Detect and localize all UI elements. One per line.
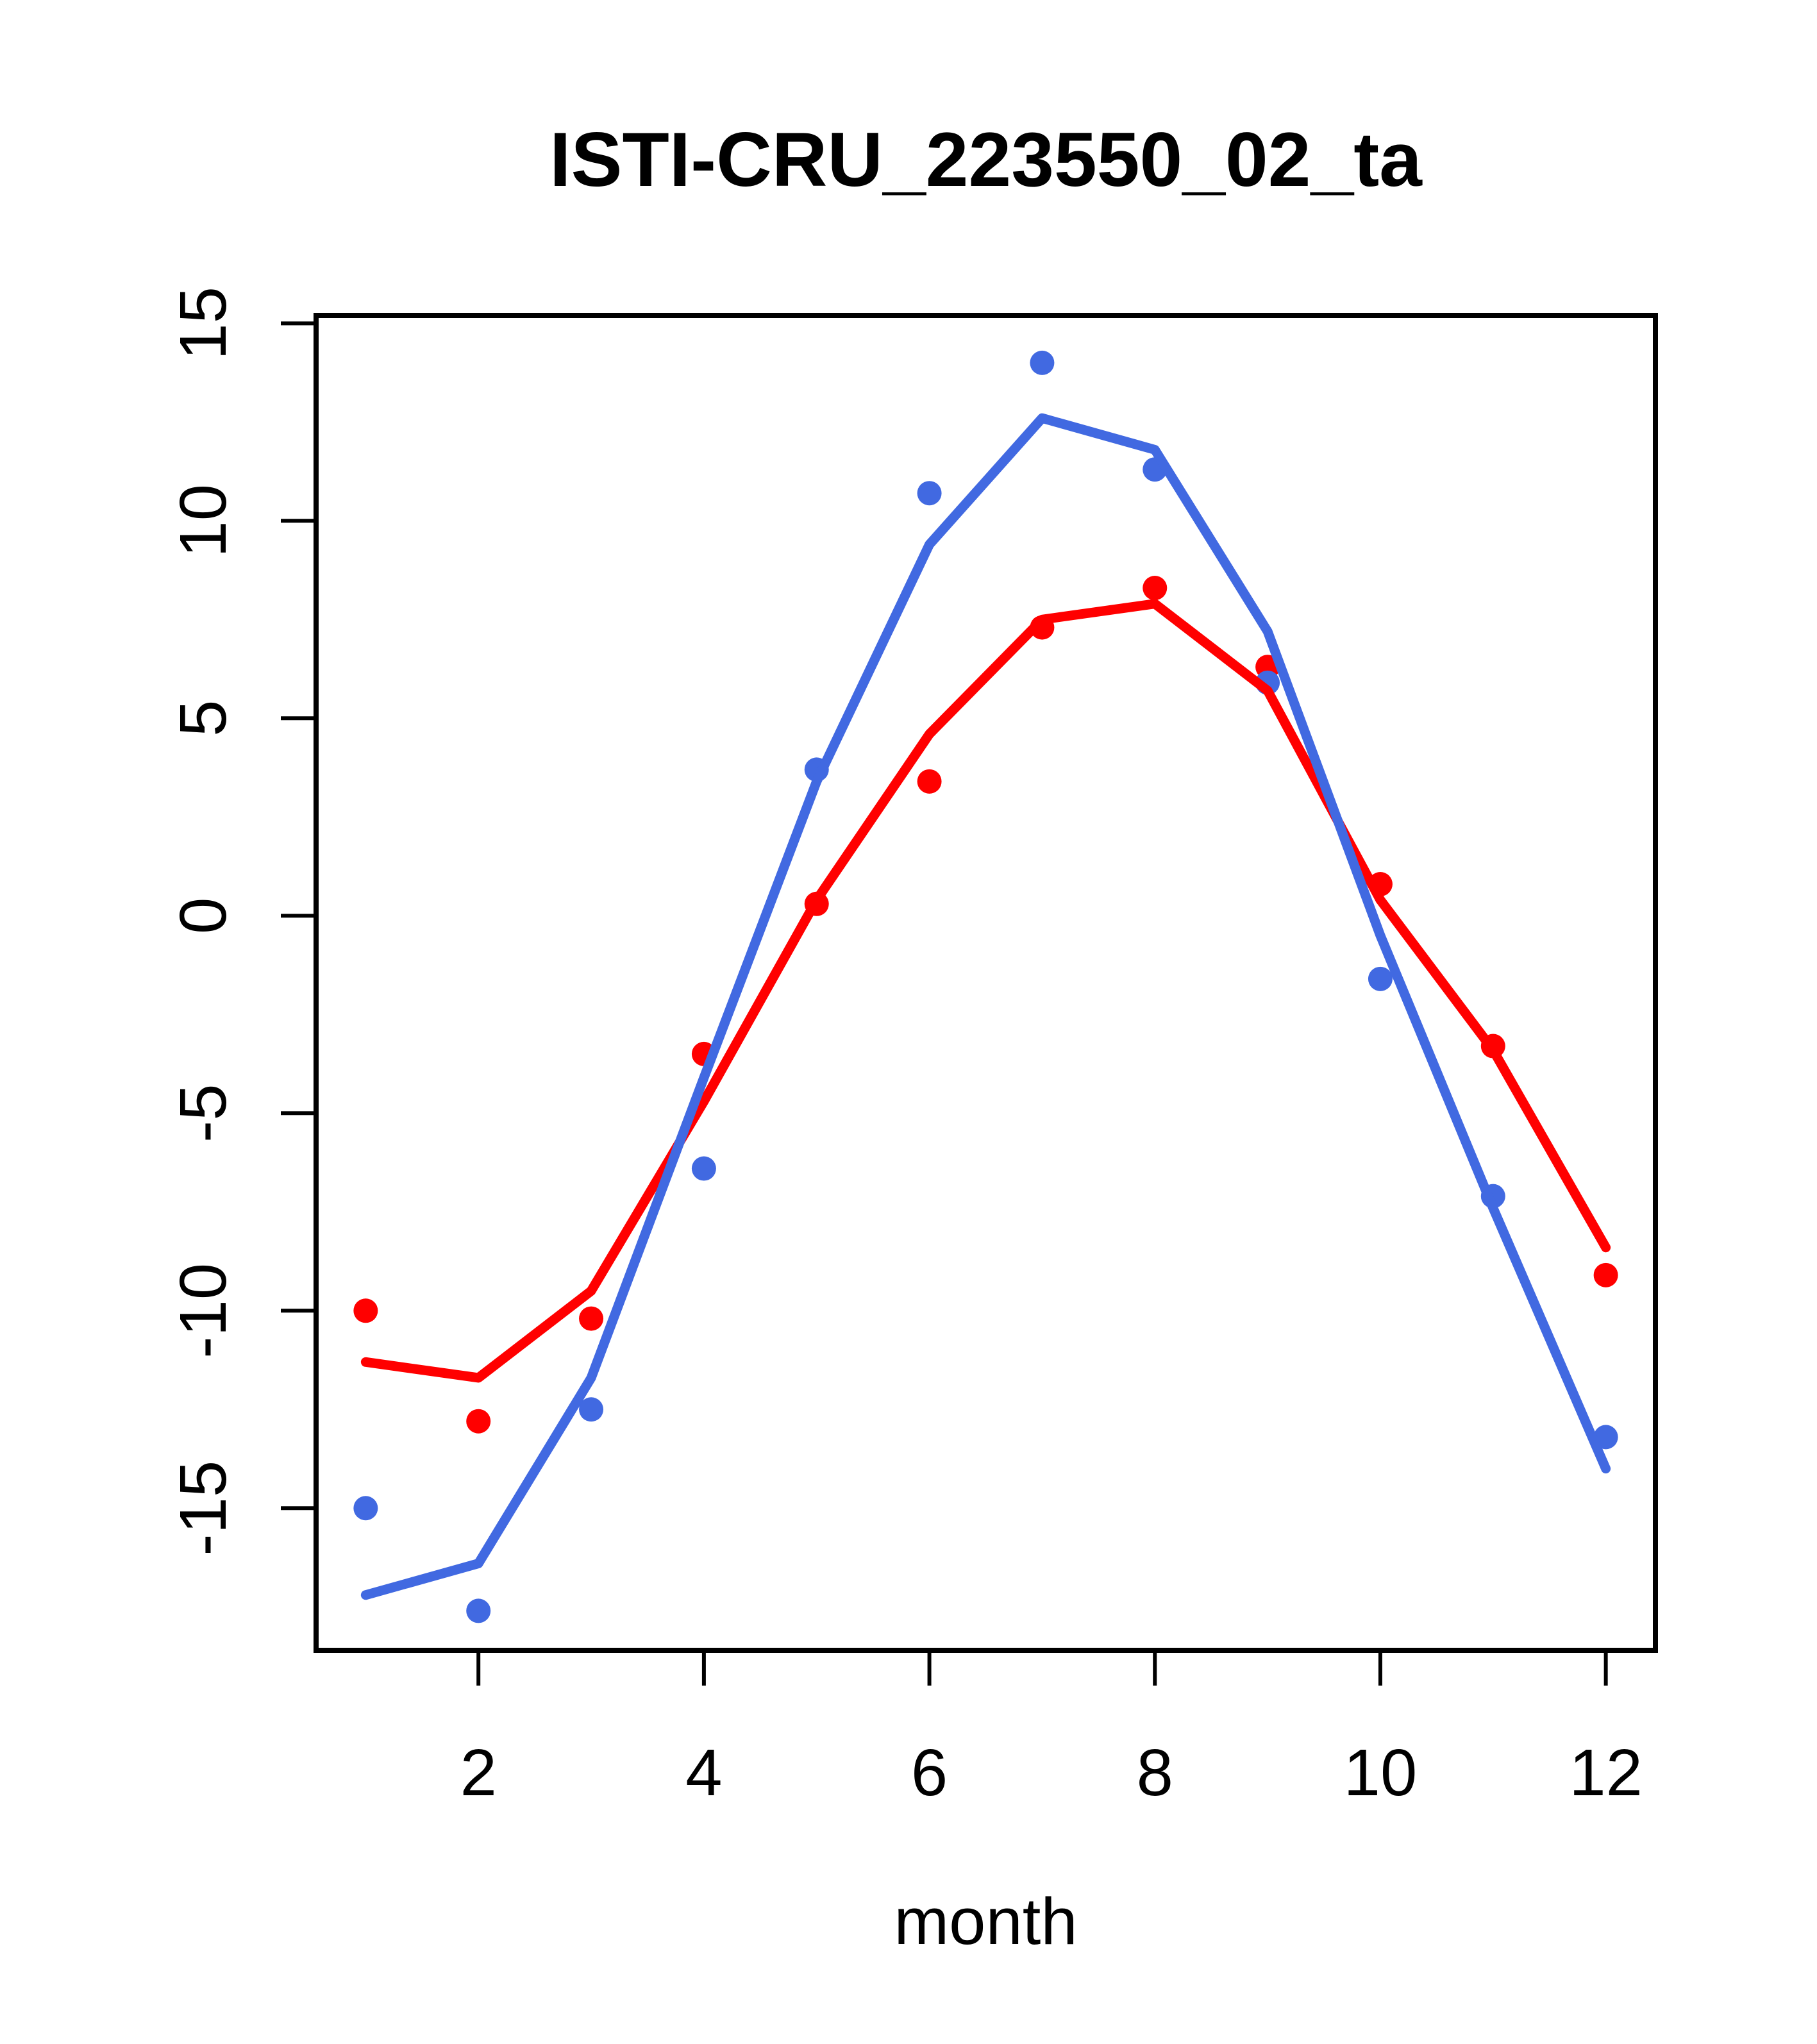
x-axis-tick-label: 10 — [1344, 1736, 1418, 1809]
blue-points-marker — [1030, 350, 1055, 375]
red-points-marker — [466, 1409, 491, 1434]
y-axis-tick-label: 10 — [166, 484, 240, 558]
blue-points-marker — [917, 481, 942, 506]
y-axis-tick-label: 15 — [166, 287, 240, 360]
y-axis-tick-label: 5 — [166, 700, 240, 737]
blue-points-marker — [353, 1496, 378, 1521]
plot-box — [314, 313, 1658, 1653]
y-axis-tick-label: -10 — [166, 1263, 240, 1359]
y-axis-tick-label: -15 — [166, 1461, 240, 1556]
x-axis-tick-label: 4 — [685, 1736, 722, 1809]
blue-smooth-line — [360, 413, 1611, 1600]
red-points-marker — [579, 1306, 604, 1331]
red-smooth-line — [360, 599, 1611, 1383]
blue-points-marker — [691, 1156, 716, 1181]
chart-title: ISTI-CRU_223550_02_ta — [549, 117, 1423, 203]
x-axis-tick-label: 12 — [1569, 1736, 1643, 1809]
red-points-marker — [353, 1298, 378, 1323]
y-axis-tick-label: -5 — [166, 1084, 240, 1143]
x-axis-tick-label: 8 — [1137, 1736, 1173, 1809]
x-axis-label: month — [894, 1884, 1077, 1958]
x-axis-tick-label: 6 — [911, 1736, 948, 1809]
red-points-marker — [1593, 1262, 1618, 1287]
red-points-marker — [1143, 576, 1168, 601]
y-axis-tick-label: 0 — [166, 898, 240, 934]
blue-points-marker — [466, 1598, 491, 1623]
x-axis-tick-label: 2 — [460, 1736, 497, 1809]
blue-points-marker — [579, 1397, 604, 1422]
blue-points-marker — [1368, 966, 1393, 991]
red-points-marker — [917, 769, 942, 794]
